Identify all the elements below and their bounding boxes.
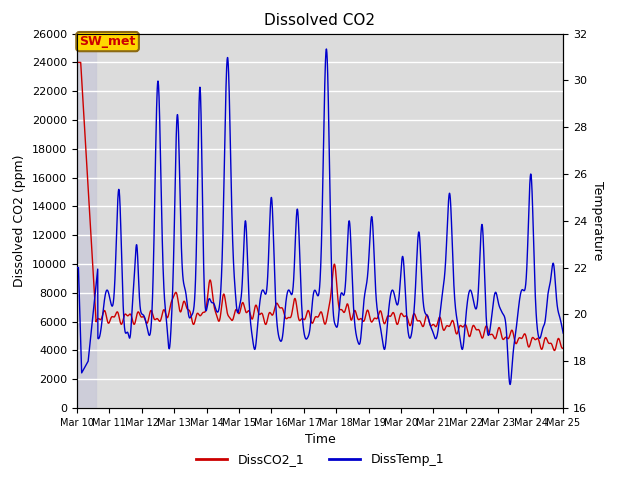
Text: SW_met: SW_met [79, 35, 136, 48]
Y-axis label: Temperature: Temperature [591, 181, 604, 261]
Y-axis label: Dissolved CO2 (ppm): Dissolved CO2 (ppm) [13, 155, 26, 287]
X-axis label: Time: Time [305, 433, 335, 446]
Legend: DissCO2_1, DissTemp_1: DissCO2_1, DissTemp_1 [191, 448, 449, 471]
Bar [77, 34, 96, 408]
Title: Dissolved CO2: Dissolved CO2 [264, 13, 376, 28]
